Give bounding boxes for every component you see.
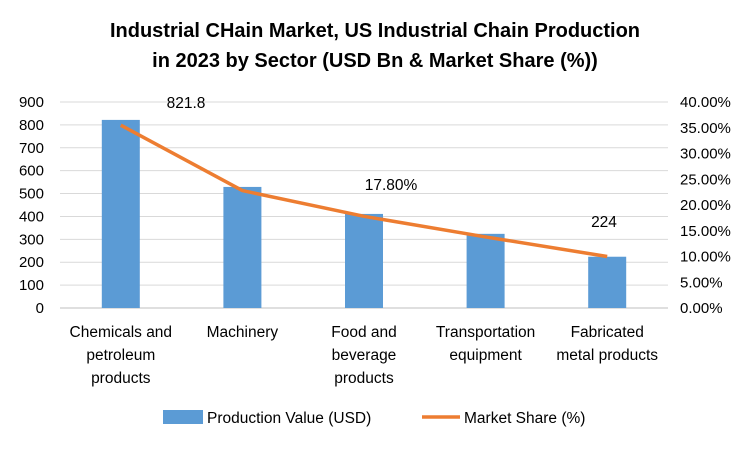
category-label: beverage xyxy=(332,347,397,364)
right-tick-label: 0.00% xyxy=(680,300,723,317)
right-tick-label: 5.00% xyxy=(680,274,723,291)
chart-title-line-1: Industrial CHain Market, US Industrial C… xyxy=(109,20,641,42)
left-tick-label: 300 xyxy=(19,231,44,248)
data-label: 224 xyxy=(591,214,617,231)
left-tick-label: 800 xyxy=(19,117,44,134)
category-label: products xyxy=(91,370,151,387)
left-tick-label: 700 xyxy=(19,140,44,157)
bar xyxy=(588,256,627,308)
left-tick-label: 400 xyxy=(19,208,44,225)
data-label: 17.80% xyxy=(365,177,418,194)
category-label: Transportation xyxy=(436,324,535,341)
right-tick-label: 20.00% xyxy=(680,197,731,214)
left-tick-label: 0 xyxy=(36,300,44,317)
category-label: Fabricated xyxy=(571,324,644,341)
category-label: metal products xyxy=(556,347,658,364)
chart-title-line-2: in 2023 by Sector (USD Bn & Market Share… xyxy=(152,50,598,72)
right-tick-label: 40.00% xyxy=(680,94,731,111)
category-label: Chemicals and xyxy=(70,324,173,341)
right-tick-label: 30.00% xyxy=(680,146,731,163)
category-label: petroleum xyxy=(86,347,155,364)
category-label: Machinery xyxy=(207,324,279,341)
left-tick-label: 500 xyxy=(19,186,44,203)
left-tick-label: 200 xyxy=(19,254,44,271)
right-tick-label: 15.00% xyxy=(680,223,731,240)
category-label: Food and xyxy=(331,324,397,341)
left-tick-label: 600 xyxy=(19,163,44,180)
bar xyxy=(345,213,383,308)
bar xyxy=(466,233,505,308)
legend-bar-swatch xyxy=(163,410,203,424)
legend-line-label: Market Share (%) xyxy=(464,410,585,427)
left-tick-label: 100 xyxy=(19,277,44,294)
right-tick-label: 10.00% xyxy=(680,249,731,266)
category-label: equipment xyxy=(449,347,522,364)
bar xyxy=(101,119,140,308)
right-tick-label: 25.00% xyxy=(680,171,731,188)
right-tick-label: 35.00% xyxy=(680,120,731,137)
category-label: products xyxy=(334,370,394,387)
left-tick-label: 900 xyxy=(19,94,44,111)
legend-bar-label: Production Value (USD) xyxy=(207,410,371,427)
bar xyxy=(223,186,262,308)
data-label: 821.8 xyxy=(167,95,206,112)
